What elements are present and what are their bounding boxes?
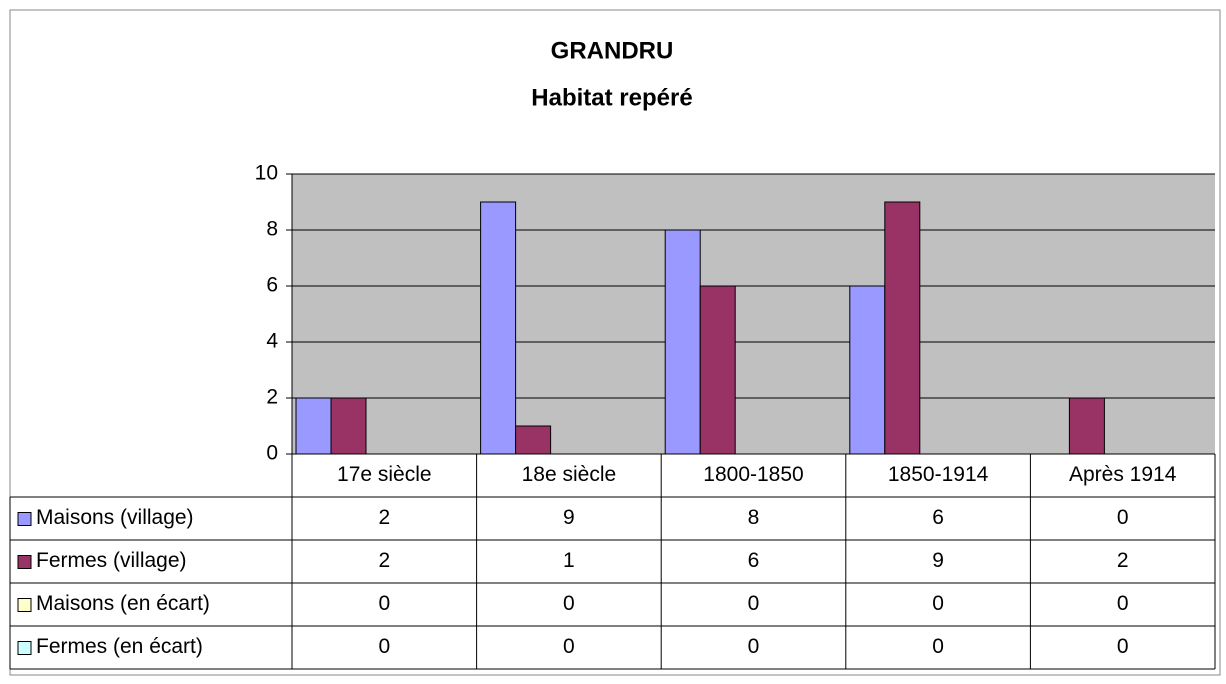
y-tick-label: 0: [266, 442, 278, 465]
legend-swatch: [17, 555, 32, 569]
chart-title: GRANDRU: [551, 37, 674, 64]
x-tick-label: 1850-1914: [888, 463, 989, 486]
bar: [1068, 397, 1105, 455]
table-value: 1: [563, 549, 575, 572]
table-value: 2: [1117, 549, 1129, 572]
legend-swatch: [17, 598, 32, 612]
x-tick-label: 1800-1850: [703, 463, 803, 486]
y-tick-label: 6: [266, 274, 278, 297]
legend-swatch: [17, 641, 32, 655]
table-value: 2: [378, 549, 390, 572]
table-value: 0: [378, 592, 390, 615]
y-tick-label: 10: [255, 162, 278, 185]
table-value: 6: [932, 506, 944, 529]
y-tick-label: 2: [266, 386, 278, 409]
table-value: 0: [1117, 635, 1129, 658]
bar: [295, 397, 332, 455]
table-value: 8: [748, 506, 760, 529]
table-value: 0: [563, 635, 575, 658]
legend-label: Fermes (village): [36, 549, 187, 572]
table-value: 6: [748, 549, 760, 572]
y-tick-label: 4: [266, 330, 278, 353]
legend-swatch: [17, 512, 32, 526]
table-value: 0: [378, 635, 390, 658]
table-value: 9: [563, 506, 575, 529]
x-tick-label: 18e siècle: [522, 463, 617, 486]
legend-label: Maisons (en écart): [36, 592, 210, 615]
legend-label: Maisons (village): [36, 506, 194, 529]
table-value: 0: [1117, 506, 1129, 529]
bar: [515, 425, 552, 455]
table-value: 0: [563, 592, 575, 615]
bar: [849, 285, 886, 455]
x-tick-label: 17e siècle: [337, 463, 432, 486]
bar: [699, 285, 736, 455]
table-value: 9: [932, 549, 944, 572]
bar: [664, 229, 701, 455]
table-value: 2: [378, 506, 390, 529]
bar: [884, 201, 921, 455]
table-value: 0: [932, 592, 944, 615]
legend-label: Fermes (en écart): [36, 635, 203, 658]
chart-subtitle: Habitat repéré: [531, 84, 692, 111]
plot-area: [292, 174, 1215, 454]
table-value: 0: [932, 635, 944, 658]
table-value: 0: [748, 592, 760, 615]
table-value: 0: [748, 635, 760, 658]
table-value: 0: [1117, 592, 1129, 615]
bar: [480, 201, 517, 455]
x-tick-label: Après 1914: [1069, 463, 1177, 486]
y-tick-label: 8: [266, 218, 278, 241]
bar: [330, 397, 367, 455]
